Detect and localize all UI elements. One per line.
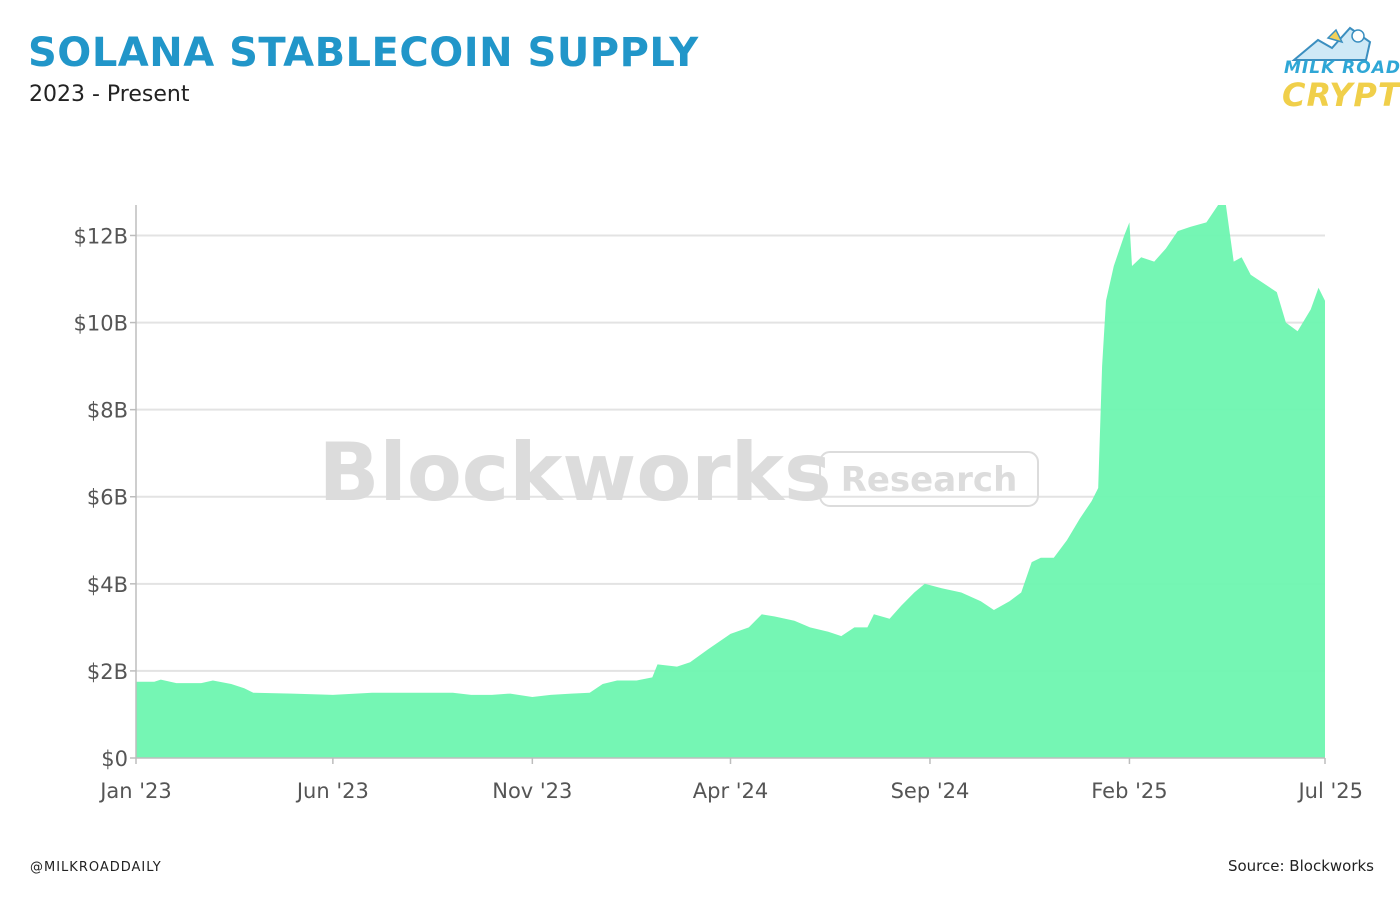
area-series bbox=[136, 205, 1325, 758]
y-tick-label: $4B bbox=[87, 573, 128, 597]
logo-line-milk-road: MILK ROAD bbox=[1284, 58, 1400, 78]
y-tick-label: $2B bbox=[87, 660, 128, 684]
x-tick-label: Feb '25 bbox=[1091, 779, 1167, 803]
y-tick-label: $8B bbox=[87, 399, 128, 423]
y-tick-label: $6B bbox=[87, 486, 128, 510]
page-title: SOLANA STABLECOIN SUPPLY bbox=[28, 30, 699, 76]
watermark-tag-box bbox=[819, 451, 1039, 507]
milk-road-logo: MILK ROAD CRYPTO bbox=[1278, 20, 1400, 120]
x-tick-label: Sep '24 bbox=[891, 779, 970, 803]
social-handle: @MILKROADDAILY bbox=[30, 860, 162, 875]
x-tick-label: Jan '23 bbox=[98, 779, 172, 803]
milk-road-mascot-icon bbox=[1291, 26, 1372, 61]
supply-area bbox=[136, 205, 1325, 758]
x-tick-label: Jul '25 bbox=[1296, 779, 1363, 803]
logo-line-crypto: CRYPTO bbox=[1282, 76, 1400, 114]
source-note: Source: Blockworks bbox=[1227, 857, 1374, 875]
y-tick-label: $0 bbox=[101, 747, 128, 771]
watermark-tag: Research bbox=[841, 460, 1018, 500]
y-tick-label: $12B bbox=[74, 224, 129, 248]
watermark-brand: Blockworks bbox=[318, 426, 831, 519]
axes: $0 $2B $4B $6B $8B $10B $12B Jan '23 Jun '23 Nov … bbox=[74, 205, 1363, 803]
x-tick-label: Jun '23 bbox=[295, 779, 369, 803]
y-tick-label: $10B bbox=[74, 312, 129, 336]
blockworks-watermark: Blockworks Research bbox=[318, 426, 1039, 519]
x-tick-label: Nov '23 bbox=[492, 779, 572, 803]
x-tick-label: Apr '24 bbox=[693, 779, 769, 803]
page-subtitle: 2023 - Present bbox=[29, 82, 190, 107]
